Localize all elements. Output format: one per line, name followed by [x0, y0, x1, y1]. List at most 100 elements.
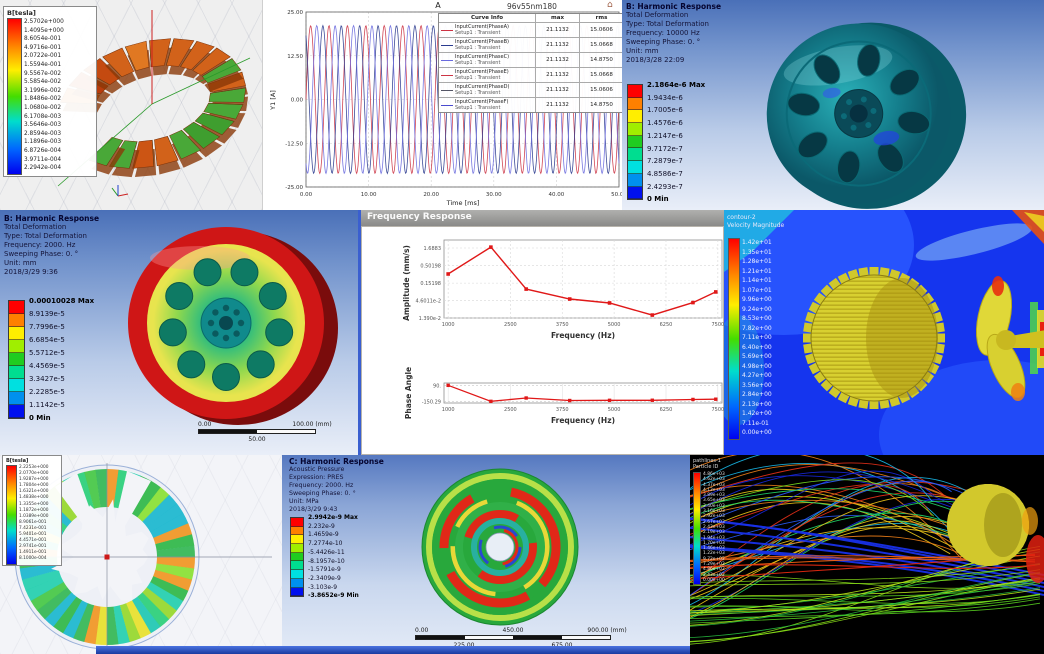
curve-info-table: Curve Info max rms InputCurrent(PhaseA) Setu…	[438, 13, 622, 113]
pathlines-render	[690, 455, 1044, 645]
legend-value: 7.7996e-5	[29, 323, 65, 331]
legend-value: 1.4838e+000	[19, 495, 49, 501]
acoustic-disk-render	[421, 468, 579, 626]
legend-value: 7.2774e-10	[308, 540, 343, 548]
legend-value: 7.29e+02	[703, 562, 725, 568]
legend-value: -3.103e-9	[308, 583, 338, 591]
legend-value: 2.4293e-7	[647, 182, 683, 191]
panel-particle-pathlines: pathlines-1 Particle ID 4.86e+03 4.62e+03 4…	[690, 455, 1044, 654]
legend-value: -8.1957e-10	[308, 557, 345, 565]
legend-value: 9.24e+00	[742, 305, 772, 313]
b-field-colorbar-legend: B[tesla] 2.2253e+000 2.0770e+000 1.9287e+0…	[2, 455, 62, 566]
analysis-info-block: C: Harmonic Response Acoustic Pressure Exp…	[289, 458, 384, 514]
legend-value: 1.5594e-001	[24, 61, 62, 68]
legend-value: 1.4576e-6	[647, 119, 683, 128]
legend-value: 2.9741e-001	[19, 544, 47, 550]
legend-value: 1.07e+01	[742, 286, 772, 294]
legend-value: 2.19e+03	[703, 530, 725, 536]
taskbar-strip	[96, 646, 690, 654]
legend-value: 0.00010028 Max	[29, 297, 95, 305]
svg-text:0.50198: 0.50198	[420, 264, 441, 270]
curve-rms-value: 15.0606	[579, 83, 622, 97]
legend-value: 9.5567e-002	[24, 70, 62, 77]
legend-value: 1.8486e-002	[24, 96, 62, 103]
velocity-contour-render	[724, 210, 1044, 455]
curve-color-swatch	[441, 74, 453, 76]
window-titlebar[interactable]: Frequency Response	[361, 210, 724, 226]
legend-value: 2.0722e-001	[24, 53, 62, 60]
legend-value: 2.232e-9	[308, 522, 335, 530]
panel-harmonic-response-wheel-blue: B: Harmonic Response Total Deformation Typ…	[622, 0, 1044, 210]
panel-frequency-response-window: Frequency Response 1000 2500 3750 5000 6250 7…	[358, 210, 724, 455]
legend-title-line: contour-2	[727, 214, 756, 221]
legend-value: 4.27e+00	[742, 372, 772, 379]
legend-value: 2.9942e-9 Max	[308, 514, 358, 521]
legend-value: 4.86e+03	[703, 472, 725, 477]
legend-value: 2.1864e-6 Max	[647, 81, 706, 89]
svg-text:3750: 3750	[556, 322, 569, 328]
analysis-info-line: Sweeping Phase: 0. °	[289, 490, 356, 497]
legend-value: 7.4231e-001	[19, 525, 47, 531]
legend-value: 1.46e+03	[703, 546, 725, 552]
legend-title: B[tesla]	[6, 458, 29, 464]
legend-value: 1.28e+01	[742, 258, 772, 265]
window-control-icon[interactable]: ⌂	[607, 0, 613, 10]
curve-label: InputCurrent(PhaseA) Setup1 : Transient	[455, 24, 509, 36]
svg-text:0.15198: 0.15198	[420, 281, 441, 287]
legend-value: 7.11e+00	[742, 334, 772, 341]
legend-value: 1.7804e+000	[19, 483, 49, 489]
legend-value: 1.14e+01	[742, 277, 772, 284]
legend-value: 6.8726e-004	[24, 147, 62, 154]
legend-value: 6.6854e-5	[29, 336, 65, 344]
pathlines-legend-title: pathlines-1 Particle ID	[693, 458, 721, 470]
analysis-info-line: Sweeping Phase: 0. °	[4, 250, 79, 258]
svg-text:50.00: 50.00	[611, 192, 622, 198]
legend-values: 4.86e+03 4.62e+03 4.37e+03 4.13e+03 3.89e+03…	[703, 472, 725, 583]
colorbar	[7, 18, 22, 175]
pressure-colorbar-legend: 2.9942e-9 Max 2.232e-9 1.4659e-9 7.2774e-10…	[290, 514, 400, 602]
legend-value: 1.9434e-6	[647, 93, 683, 102]
analysis-info-line: Unit: MPa	[289, 498, 319, 505]
table-header-cell: rms	[579, 14, 622, 22]
panel-acoustic-pressure-disk: C: Harmonic Response Acoustic Pressure Exp…	[282, 455, 690, 654]
scale-ruler: 0.00 100.00 (mm) 50.00	[198, 421, 332, 447]
legend-value: 1.1872e+000	[19, 507, 49, 513]
svg-text:2500: 2500	[504, 322, 517, 328]
legend-value: 2.2285e-5	[29, 388, 65, 396]
analysis-info-line: Sweeping Phase: 0. °	[626, 38, 701, 46]
legend-value: 4.8586e-7	[647, 169, 683, 178]
analysis-info-line: Expression: PRES	[289, 474, 344, 481]
svg-text:1.390e-2: 1.390e-2	[419, 316, 441, 322]
svg-text:1000: 1000	[442, 322, 455, 328]
gear-render	[803, 267, 945, 409]
scale-bar	[198, 429, 316, 434]
table-header-cell: max	[535, 14, 579, 22]
legend-value: 3.16e+03	[703, 509, 725, 515]
colorbar	[290, 517, 304, 598]
legend-value: 2.2942e-004	[24, 165, 62, 172]
colorbar	[627, 84, 643, 201]
legend-value: -1.5791e-9	[308, 566, 341, 574]
curve-rms-value: 15.0668	[579, 68, 622, 82]
svg-text:40.00: 40.00	[549, 192, 565, 198]
legend-value: 1.4911e-001	[19, 550, 47, 556]
legend-value: 3.3427e-5	[29, 375, 65, 383]
curve-color-swatch	[441, 29, 453, 31]
svg-text:3750: 3750	[556, 407, 569, 413]
legend-value: 8.9061e-001	[19, 519, 47, 525]
curve-color-swatch	[441, 104, 453, 106]
scale-label: 0.00	[415, 627, 429, 634]
scale-label: 50.00	[248, 436, 266, 443]
legend-value: 7.2879e-7	[647, 157, 683, 166]
svg-text:6250: 6250	[660, 407, 673, 413]
colorbar	[728, 238, 740, 440]
flywheel	[128, 227, 338, 425]
legend-value: 1.42e+01	[742, 239, 772, 246]
panel-maxwell-torus-field: B[tesla] 2.5702e+000 1.4095e+000 8.6054e-0…	[0, 0, 262, 210]
curve-max-value: 21.1132	[535, 38, 579, 52]
curve-label: InputCurrent(PhaseC) Setup1 : Transient	[455, 54, 510, 66]
frequency-response-charts: 1000 2500 3750 5000 6250 7500 1.6883 0.50198 0.1…	[402, 239, 724, 425]
legend-value: -3.8652e-9 Min	[308, 592, 359, 600]
analysis-info-line: Type: Total Deformation	[626, 20, 709, 28]
table-header-row: Curve Info max rms	[439, 14, 622, 22]
